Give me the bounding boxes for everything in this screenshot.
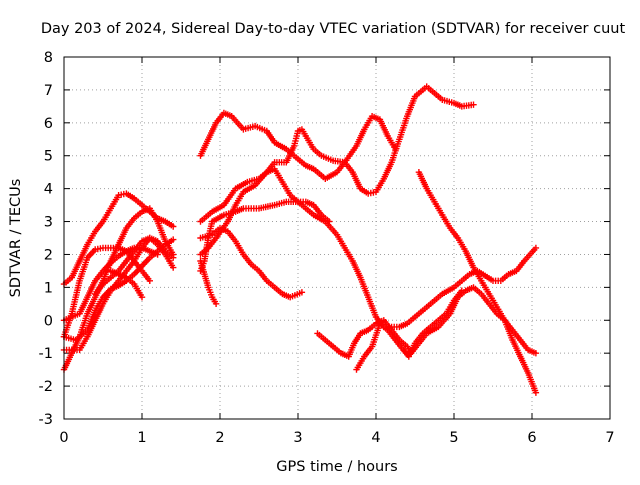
series-s8 [107,267,146,301]
x-tick-label: 6 [527,430,536,446]
y-tick-label: 3 [44,215,53,231]
x-tick-label: 2 [215,430,224,446]
series-s11 [197,198,540,331]
x-tick-label: 3 [293,430,302,446]
series-s13 [197,165,333,258]
series-s7 [92,234,177,298]
x-tick-label: 7 [605,430,614,446]
chart-title: Day 203 of 2024, Sidereal Day-to-day VTE… [41,21,626,37]
series-s10 [197,83,477,225]
y-tick-label: 8 [44,50,53,66]
data-point-markers [197,198,540,331]
data-point-markers [107,267,146,301]
y-tick-label: -2 [39,379,53,395]
x-tick-label: 0 [59,430,68,446]
y-tick-label: 2 [44,247,53,263]
plot-frame [63,56,611,420]
y-tick-label: 0 [44,313,53,329]
data-point-markers [197,83,477,225]
y-tick-label: 4 [44,182,53,198]
x-tick-label: 4 [371,430,380,446]
data-point-markers [92,234,177,298]
data-point-markers [197,224,306,301]
data-series-group [60,83,540,396]
series-s17 [415,169,540,396]
y-tick-label: -1 [39,346,53,362]
x-tick-label: 1 [137,430,146,446]
data-point-markers [197,165,333,258]
series-s16 [353,287,465,373]
series-s12 [197,224,306,301]
data-point-markers [197,257,220,307]
y-axis-label: SDTVAR / TECUs [8,179,24,298]
y-tick-label: 5 [44,149,53,165]
y-tick-label: -3 [39,412,53,428]
series-s14 [197,257,220,307]
axis-ticks: 0 1 2 3 4 5 6 7 -3 -2 -1 0 1 2 3 4 5 6 7 8 [39,50,615,446]
data-point-markers [415,169,540,396]
y-tick-label: 1 [44,280,53,296]
y-tick-label: 6 [44,116,53,132]
x-tick-label: 5 [449,430,458,446]
y-tick-label: 7 [44,83,53,99]
data-point-markers [353,287,465,373]
x-axis-label: GPS time / hours [276,459,397,475]
